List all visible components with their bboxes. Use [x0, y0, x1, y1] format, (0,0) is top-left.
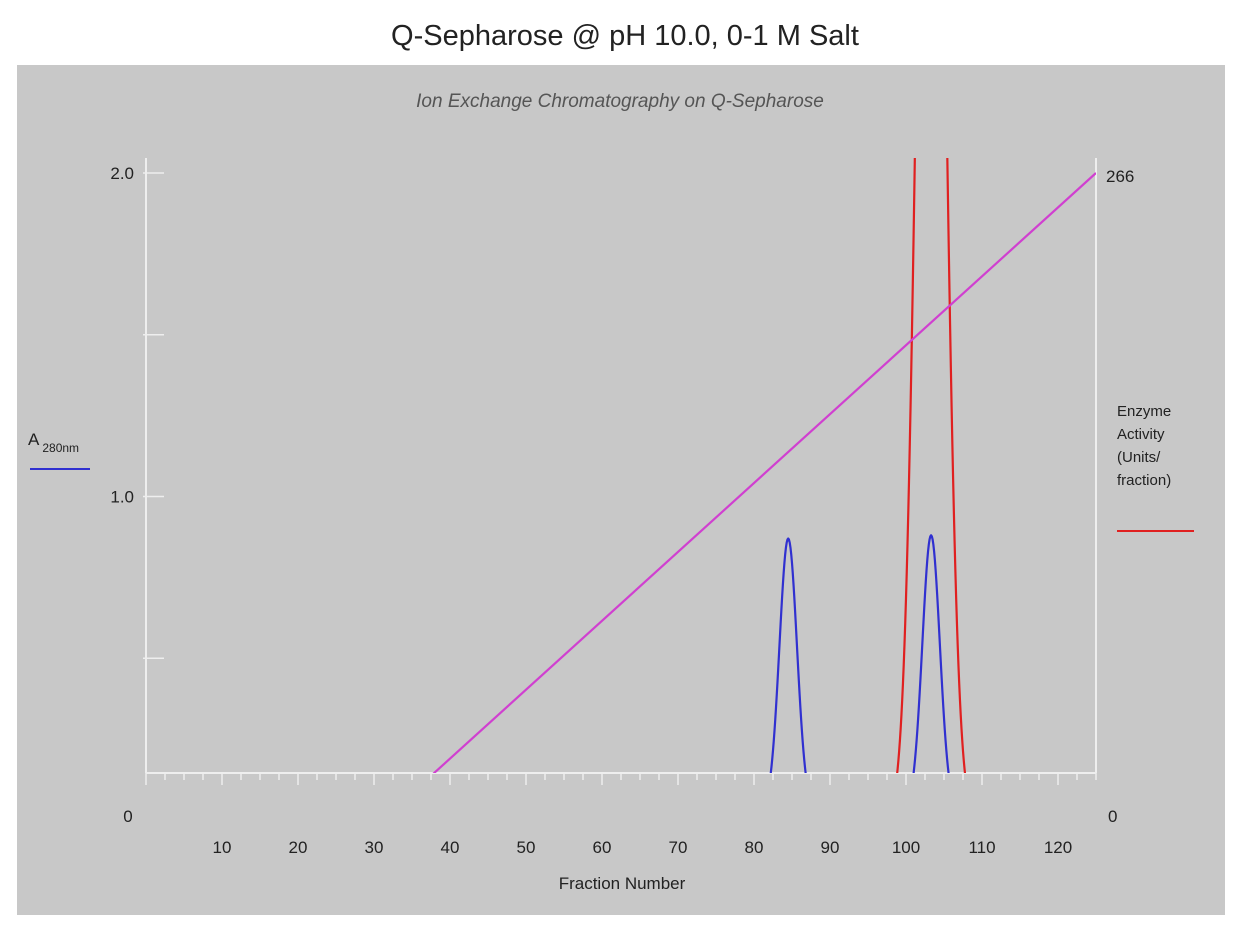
x-tick-label: 20	[289, 838, 308, 857]
y-axis-label-right-line: Activity	[1117, 426, 1165, 443]
x-tick-label: 40	[441, 838, 460, 857]
x-axis-label: Fraction Number	[559, 874, 686, 893]
chart-title: Ion Exchange Chromatography on Q-Sepharo…	[416, 91, 824, 112]
series-enzyme-activity-line	[896, 158, 967, 773]
page-title: Q-Sepharose @ pH 10.0, 0-1 M Salt	[391, 20, 859, 52]
x-tick-label: 50	[517, 838, 536, 857]
x-tick-label: 110	[968, 838, 995, 857]
x-tick-label: 30	[365, 838, 384, 857]
x-zero-label: 0	[123, 807, 132, 826]
axes	[143, 158, 1097, 785]
y-axis-label-right-line: fraction)	[1117, 472, 1171, 489]
series-salt-gradient-line	[432, 172, 1096, 773]
series-layer	[432, 158, 1096, 773]
y-axis-label-left: A 280nm	[28, 430, 79, 455]
y-top-label-right: 266	[1106, 167, 1134, 186]
y-axis-label-right-line: (Units/	[1117, 449, 1161, 466]
axis-labels: 10 20 30 40 50 60 70 80 90 100 110 120 0 Fraction Num…	[28, 164, 1194, 893]
x-tick-label: 120	[1044, 838, 1072, 857]
x-tick-label: 100	[892, 838, 920, 857]
x-tick-label: 70	[669, 838, 688, 857]
y-tick-label-left: 1.0	[110, 488, 134, 507]
x-tick-label: 80	[745, 838, 764, 857]
series-a280-line	[769, 534, 950, 773]
x-tick-label: 10	[213, 838, 232, 857]
x-tick-label: 90	[821, 838, 840, 857]
y-tick-label-left: 2.0	[110, 164, 134, 183]
y-zero-label-right: 0	[1108, 807, 1117, 826]
x-tick-label: 60	[593, 838, 612, 857]
y-axis-label-right-line: Enzyme	[1117, 403, 1171, 420]
